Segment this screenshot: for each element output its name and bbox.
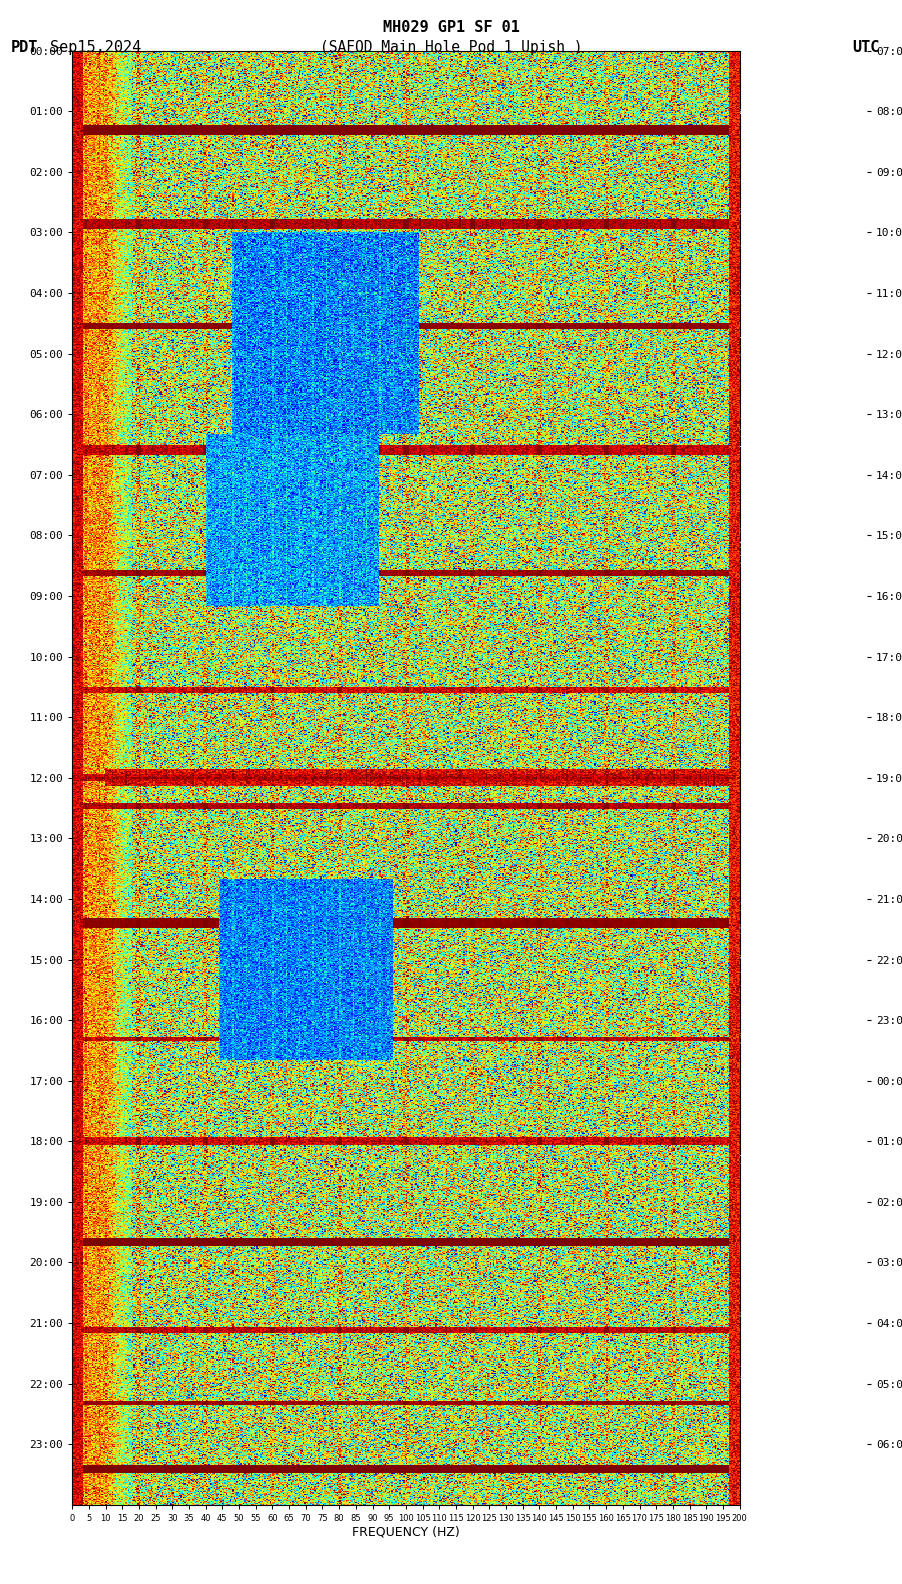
X-axis label: FREQUENCY (HZ): FREQUENCY (HZ) bbox=[352, 1525, 460, 1538]
Text: PDT: PDT bbox=[11, 40, 38, 54]
Text: (SAFOD Main Hole Pod 1 Upish ): (SAFOD Main Hole Pod 1 Upish ) bbox=[319, 40, 583, 54]
Text: UTC: UTC bbox=[852, 40, 879, 54]
Text: MH029 GP1 SF 01: MH029 GP1 SF 01 bbox=[382, 19, 520, 35]
Text: Sep15,2024: Sep15,2024 bbox=[50, 40, 141, 54]
